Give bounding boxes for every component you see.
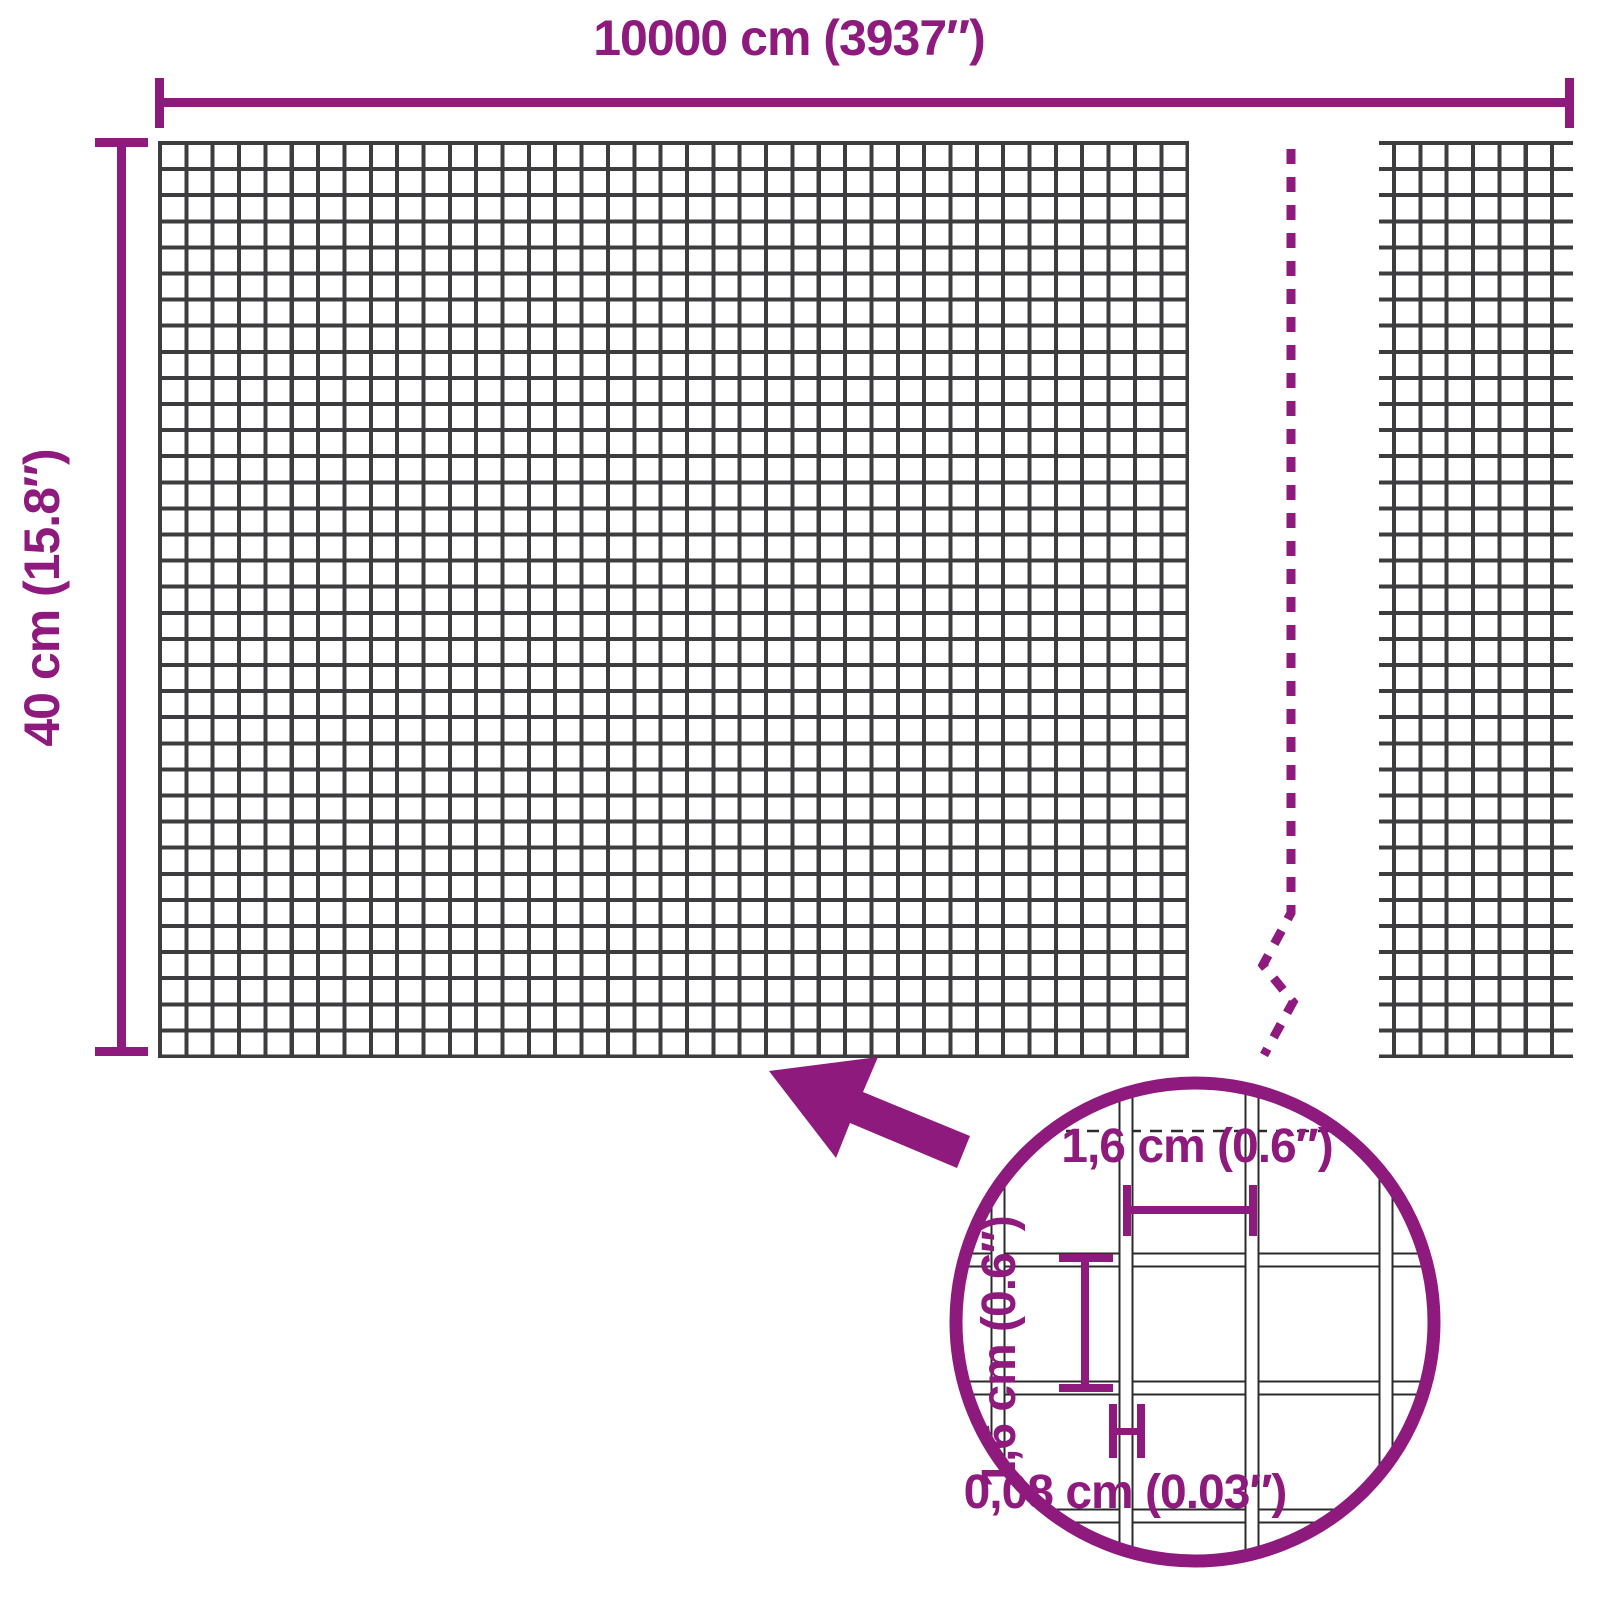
detail-width-label: 1,6 cm (0.6″) <box>1061 1120 1333 1173</box>
height-dimension-cap-bottom <box>95 1047 148 1056</box>
detail-mesh <box>962 1089 1428 1555</box>
width-dimension-label: 10000 cm (3937″) <box>593 10 986 66</box>
break-line <box>1257 149 1299 1058</box>
magnifier-arrow-icon <box>769 1057 970 1168</box>
height-dimension-label: 40 cm (15.8″) <box>14 449 70 747</box>
detail-width-dimension <box>1123 1185 1257 1236</box>
mesh-panel-right <box>1379 141 1573 1058</box>
detail-height-dimension <box>1059 1254 1113 1392</box>
height-dimension-line <box>117 142 126 1052</box>
width-dimension-cap-right <box>1565 78 1574 128</box>
width-dimension-cap-left <box>155 78 164 128</box>
mesh-panel-left <box>158 141 1189 1058</box>
wire-thickness-marker <box>1109 1404 1145 1458</box>
wire-thickness-label: 0,08 cm (0.03″) <box>963 1466 1288 1519</box>
width-dimension-line <box>159 98 1569 107</box>
height-dimension-cap-top <box>95 138 148 147</box>
detail-circle <box>949 1076 1441 1568</box>
